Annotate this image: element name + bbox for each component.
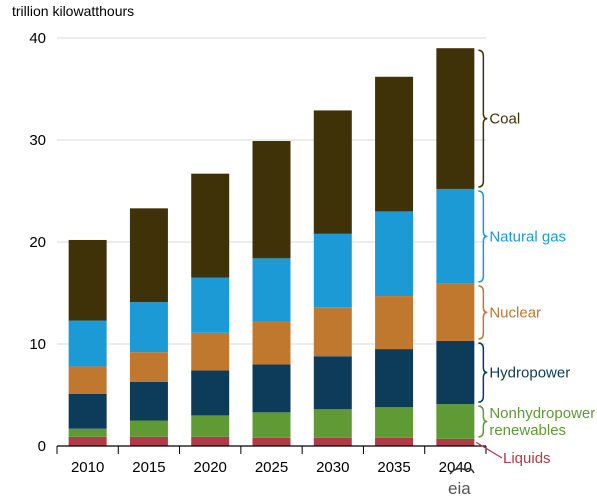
bar-segment [436,340,475,405]
bar-segment [68,393,107,429]
bar-segment [129,208,168,303]
bar-segment [129,381,168,421]
bar-segment [375,407,414,438]
bar-segment [436,438,475,446]
series-label: Coal [489,111,520,128]
x-axis: 2010 2015 2020 2025 2030 2035 2040 [56,445,487,476]
bar-segment [313,437,352,446]
y-tick-label: 10 [29,336,46,353]
bar-segment [252,437,291,446]
bar-segment [68,239,107,321]
series-brace [478,342,488,403]
bars [68,48,475,446]
bar-segment [68,436,107,446]
bar-segment [375,349,414,408]
bar-segment [436,48,475,189]
bar-segment [375,211,414,297]
bar-segment [252,364,291,413]
series-brace [478,405,488,438]
x-tick-label: 2020 [194,459,227,476]
series-label: Nonhydropower [489,405,595,422]
series-label: Hydropower [489,365,570,382]
series-brace [478,285,488,340]
bar-segment [375,76,414,212]
bar-segment [313,233,352,308]
x-tick-label: 2010 [71,459,104,476]
series-label: Natural gas [489,228,566,245]
y-axis-unit-label: trillion kilowatthours [12,3,134,19]
series-labels: Coal Natural gas Nuclear Hydropower Nonhydro… [476,49,595,467]
bar-segment [191,332,230,371]
bar-segment [129,352,168,382]
bar-segment [252,412,291,438]
series-label: Nuclear [489,304,541,321]
eia-logo-swoosh [449,467,475,475]
bar-segment [252,258,291,322]
series-label: Liquids [503,450,551,467]
bar-segment [68,366,107,394]
bar-segment [436,188,475,284]
bar-segment [191,436,230,446]
series-brace [478,190,488,283]
bar-segment [191,415,230,437]
series-brace [478,49,488,188]
bar-segment [191,277,230,333]
bar-segment [252,321,291,365]
bar-segment [191,370,230,416]
x-tick-label: 2025 [255,459,288,476]
bar-segment [191,173,230,278]
eia-logo: eia [448,467,475,498]
x-tick-label: 2035 [377,459,410,476]
bar-segment [129,420,168,437]
x-tick-label: 2030 [316,459,349,476]
bar-segment [375,296,414,350]
eia-logo-text: eia [448,479,471,498]
y-tick-label: 40 [29,30,46,47]
series-leader-line [476,441,503,459]
x-tick-label: 2015 [132,459,165,476]
bar-segment [313,110,352,234]
bar-segment [129,302,168,353]
bar-segment [68,320,107,367]
bar-segment [68,428,107,437]
bar-segment [375,437,414,446]
bar-segment [252,141,291,259]
bar-segment [313,307,352,357]
y-tick-label: 0 [38,438,46,455]
bar-segment [313,356,352,410]
y-axis-ticks: 0 10 20 30 40 [29,30,46,455]
bar-segment [313,409,352,438]
bar-segment [436,404,475,439]
y-tick-label: 20 [29,234,46,251]
x-tick-label: 2040 [439,459,472,476]
bar-segment [129,436,168,446]
y-tick-label: 30 [29,132,46,149]
bar-segment [436,283,475,341]
series-label: renewables [489,422,566,439]
